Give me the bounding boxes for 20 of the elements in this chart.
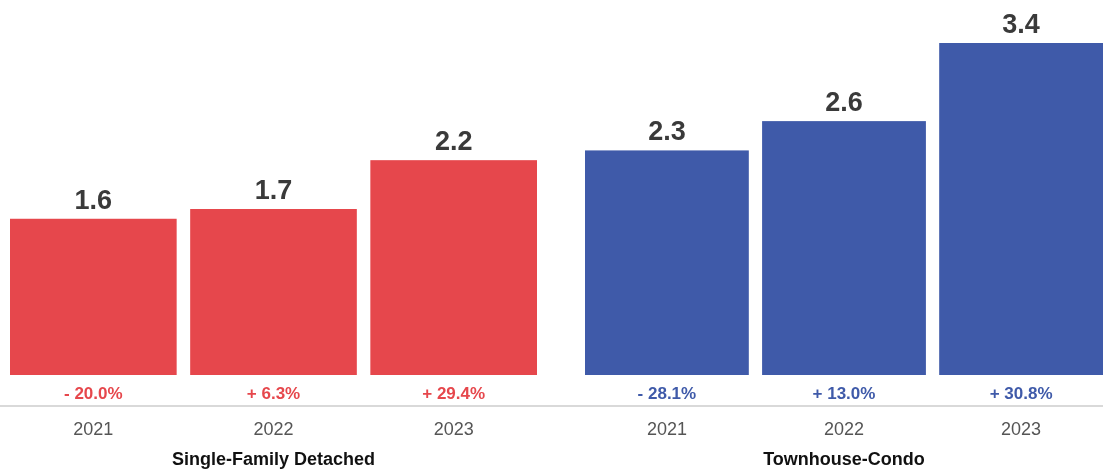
x-tick-label: 2023 (433, 419, 474, 439)
x-tick-label: 2022 (253, 419, 294, 439)
x-tick-label: 2021 (73, 419, 114, 439)
x-tick-label: 2022 (823, 419, 865, 439)
text: + 6.3% (246, 384, 301, 403)
text: + 30.8% (989, 384, 1053, 403)
data-label: 2.6 (825, 87, 863, 118)
text: - 20.0% (64, 384, 123, 403)
data-label: 3.4 (1002, 9, 1040, 39)
x-tick-label: 2021 (646, 419, 687, 439)
data-label: 2.3 (648, 116, 686, 147)
data-label: 1.7 (254, 175, 293, 205)
x-tick-label: 2023 (1001, 419, 1042, 439)
text: + 29.4% (422, 384, 486, 403)
x-axis-title: Single-Family Detached (171, 449, 376, 469)
data-label: 2.2 (434, 126, 473, 157)
text: - 28.1% (637, 384, 697, 403)
x-axis-title: Townhouse-Condo (763, 449, 925, 469)
text: + 13.0% (812, 384, 876, 403)
data-label: 1.6 (74, 184, 113, 215)
